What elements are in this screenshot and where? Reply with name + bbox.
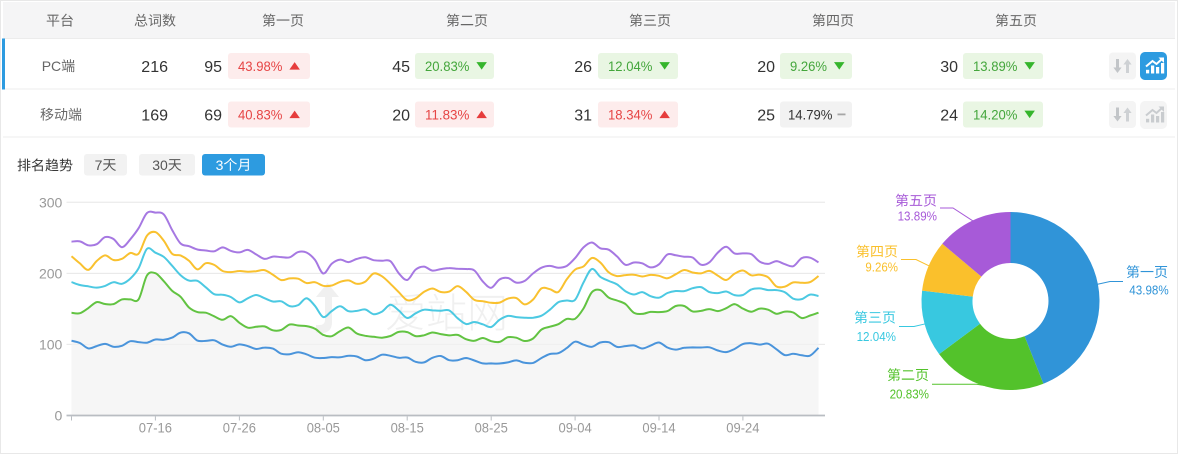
- svg-text:0: 0: [55, 408, 63, 424]
- svg-text:26: 26: [574, 59, 592, 76]
- svg-text:13.89%: 13.89%: [973, 58, 1017, 74]
- svg-text:09-04: 09-04: [559, 420, 592, 436]
- svg-text:24: 24: [940, 107, 958, 124]
- svg-text:200: 200: [39, 265, 63, 281]
- svg-text:169: 169: [141, 107, 168, 124]
- svg-text:20.83%: 20.83%: [425, 58, 469, 74]
- svg-text:07-26: 07-26: [223, 420, 256, 436]
- svg-text:08-25: 08-25: [475, 420, 508, 436]
- svg-text:09-24: 09-24: [726, 420, 759, 436]
- svg-text:PC: PC: [42, 58, 61, 74]
- svg-text:43.98%: 43.98%: [1129, 283, 1169, 298]
- svg-text:7: 7: [95, 157, 103, 173]
- svg-text:31: 31: [574, 107, 592, 124]
- svg-text:100: 100: [39, 336, 63, 352]
- svg-text:30: 30: [940, 59, 958, 76]
- svg-text:20: 20: [757, 59, 775, 76]
- svg-text:14.20%: 14.20%: [973, 107, 1017, 123]
- svg-text:69: 69: [204, 107, 222, 124]
- svg-text:18.34%: 18.34%: [608, 107, 652, 123]
- svg-text:12.04%: 12.04%: [608, 58, 652, 74]
- svg-text:300: 300: [39, 194, 63, 210]
- svg-text:30: 30: [152, 157, 168, 173]
- svg-text:09-14: 09-14: [642, 420, 675, 436]
- svg-text:43.98%: 43.98%: [238, 58, 282, 74]
- svg-text:20: 20: [392, 107, 410, 124]
- svg-text:216: 216: [141, 59, 168, 76]
- svg-text:20.83%: 20.83%: [890, 387, 930, 402]
- svg-text:9.26%: 9.26%: [865, 260, 898, 275]
- svg-text:25: 25: [757, 107, 775, 124]
- svg-text:9.26%: 9.26%: [790, 58, 827, 74]
- svg-text:12.04%: 12.04%: [857, 329, 897, 344]
- svg-text:3: 3: [216, 157, 224, 173]
- svg-text:95: 95: [204, 59, 222, 76]
- svg-text:45: 45: [392, 59, 410, 76]
- svg-text:08-05: 08-05: [307, 420, 340, 436]
- svg-text:13.89%: 13.89%: [898, 209, 938, 224]
- svg-text:40.83%: 40.83%: [238, 107, 282, 123]
- svg-text:07-16: 07-16: [139, 420, 172, 436]
- svg-text:08-15: 08-15: [391, 420, 424, 436]
- svg-text:14.79%: 14.79%: [788, 107, 832, 123]
- svg-text:11.83%: 11.83%: [425, 107, 469, 123]
